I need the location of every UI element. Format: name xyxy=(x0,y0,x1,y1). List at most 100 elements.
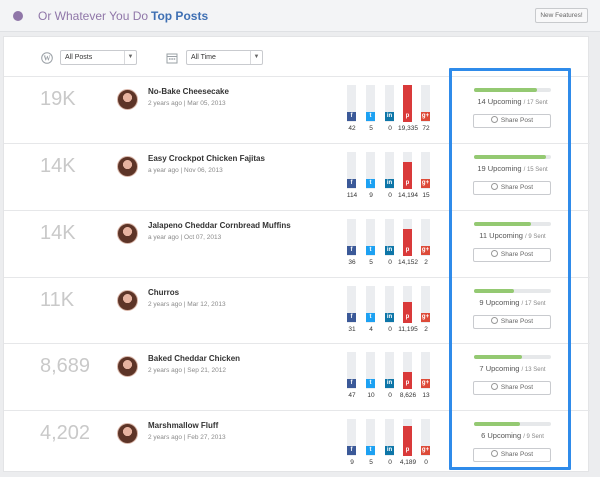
post-title[interactable]: Jalapeno Cheddar Cornbread Muffins xyxy=(148,221,291,230)
linkedin-share-count: 0 xyxy=(388,459,392,466)
top-bar: Or Whatever You Do Top Posts New Feature… xyxy=(0,0,600,32)
time-range-select-value: All Time xyxy=(191,54,216,61)
googleplus-share-bar-track xyxy=(421,219,430,256)
total-shares-count: 8,689 xyxy=(40,355,91,377)
top-posts-panel: W All Posts ▼ All Time ▼ 19K No-Bake Chee… xyxy=(3,36,590,472)
pinterest-icon: p xyxy=(403,446,412,455)
upcoming-label: Upcoming xyxy=(487,97,522,106)
googleplus-share-bar-track xyxy=(421,152,430,189)
share-post-button[interactable]: Share Post xyxy=(473,181,551,195)
pinterest-share-count: 4,189 xyxy=(399,459,417,466)
linkedin-share-count: 0 xyxy=(388,259,392,266)
twitter-icon: t xyxy=(366,246,375,255)
sent-count: / 15 Sent xyxy=(523,167,548,173)
share-post-button[interactable]: Share Post xyxy=(473,114,551,128)
post-title[interactable]: Churros xyxy=(148,288,180,297)
pinterest-share-bar xyxy=(403,426,412,456)
post-type-select[interactable]: All Posts ▼ xyxy=(60,50,137,65)
pinterest-icon: p xyxy=(403,179,412,188)
time-range-select[interactable]: All Time ▼ xyxy=(186,50,263,65)
share-post-button[interactable]: Share Post xyxy=(473,248,551,262)
total-shares-count: 14K xyxy=(40,155,76,177)
linkedin-share-bar-track xyxy=(385,152,394,189)
twitter-share-count: 4 xyxy=(369,326,373,333)
twitter-icon: t xyxy=(366,313,375,322)
author-avatar xyxy=(117,223,138,244)
facebook-share-bar-track xyxy=(347,85,356,122)
post-row[interactable]: 14K Jalapeno Cheddar Cornbread Muffins a y… xyxy=(4,210,590,277)
linkedin-share-count: 0 xyxy=(388,192,392,199)
share-post-button[interactable]: Share Post xyxy=(473,315,551,329)
twitter-share-count: 5 xyxy=(369,459,373,466)
twitter-share-bar-track xyxy=(366,419,375,456)
linkedin-share-bar-track xyxy=(385,286,394,323)
linkedin-share-bar-track xyxy=(385,419,394,456)
post-row[interactable]: 4,202 Marshmallow Fluff 2 years ago | Feb … xyxy=(4,410,590,477)
sent-count: / 9 Sent xyxy=(525,234,546,240)
post-row[interactable]: 14K Easy Crockpot Chicken Fajitas a year a… xyxy=(4,143,590,210)
upcoming-count: 6 xyxy=(481,431,486,440)
total-shares-count: 14K xyxy=(40,222,76,244)
pinterest-share-bar xyxy=(403,85,412,122)
schedule-progress-bar xyxy=(474,88,551,92)
twitter-share-bar-track xyxy=(366,152,375,189)
new-features-button[interactable]: New Features! xyxy=(535,8,588,23)
googleplus-share-bar-track xyxy=(421,286,430,323)
author-avatar xyxy=(117,356,138,377)
upcoming-count: 19 xyxy=(477,164,486,173)
share-icon xyxy=(490,250,498,257)
schedule-progress-fill xyxy=(474,88,537,92)
upcoming-status: 11 Upcoming / 9 Sent xyxy=(474,231,551,240)
facebook-icon: f xyxy=(347,379,356,388)
post-title[interactable]: Marshmallow Fluff xyxy=(148,421,219,430)
post-row[interactable]: 19K No-Bake Cheesecake 2 years ago | Mar 0… xyxy=(4,76,590,143)
share-post-button[interactable]: Share Post xyxy=(473,448,551,462)
share-icon xyxy=(490,116,498,123)
pinterest-icon: p xyxy=(403,246,412,255)
upcoming-count: 14 xyxy=(477,97,486,106)
linkedin-icon: in xyxy=(385,379,394,388)
total-shares-count: 4,202 xyxy=(40,422,91,444)
schedule-progress-bar xyxy=(474,422,551,426)
twitter-share-count: 5 xyxy=(369,259,373,266)
post-title[interactable]: Easy Crockpot Chicken Fajitas xyxy=(148,154,265,163)
share-post-label: Share Post xyxy=(500,251,534,258)
googleplus-share-bar-track xyxy=(421,352,430,389)
author-avatar xyxy=(117,423,138,444)
facebook-share-count: 42 xyxy=(348,125,356,132)
linkedin-share-count: 0 xyxy=(388,326,392,333)
schedule-progress-fill xyxy=(474,422,520,426)
upcoming-count: 9 xyxy=(479,298,484,307)
linkedin-share-bar-track xyxy=(385,219,394,256)
facebook-share-count: 47 xyxy=(348,392,356,399)
pinterest-share-bar xyxy=(403,162,412,189)
post-row[interactable]: 8,689 Baked Cheddar Chicken 2 years ago | … xyxy=(4,343,590,410)
googleplus-share-count: 2 xyxy=(424,259,428,266)
pinterest-share-count: 19,335 xyxy=(398,125,418,132)
facebook-icon: f xyxy=(347,246,356,255)
sent-count: / 9 Sent xyxy=(523,434,544,440)
post-title[interactable]: Baked Cheddar Chicken xyxy=(148,354,241,363)
facebook-share-bar-track xyxy=(347,286,356,323)
pinterest-icon: p xyxy=(403,379,412,388)
linkedin-share-bar-track xyxy=(385,352,394,389)
post-row[interactable]: 11K Churros 2 years ago | Mar 12, 2013 f 31 t… xyxy=(4,277,590,344)
schedule-progress-fill xyxy=(474,222,531,226)
sent-count: / 17 Sent xyxy=(523,100,548,106)
post-title[interactable]: No-Bake Cheesecake xyxy=(148,87,229,96)
post-date: 2 years ago | Feb 27, 2013 xyxy=(148,434,226,441)
facebook-icon: f xyxy=(347,446,356,455)
share-icon xyxy=(490,183,498,190)
facebook-share-bar-track xyxy=(347,352,356,389)
twitter-icon: t xyxy=(366,112,375,121)
twitter-share-bar-track xyxy=(366,352,375,389)
app-title: Or Whatever You Do xyxy=(38,9,149,23)
author-avatar xyxy=(117,290,138,311)
pinterest-share-count: 11,195 xyxy=(398,326,418,333)
post-date: 2 years ago | Mar 05, 2013 xyxy=(148,100,226,107)
pinterest-share-bar-track xyxy=(403,352,412,389)
upcoming-label: Upcoming xyxy=(489,231,523,240)
google-plus-icon: g+ xyxy=(421,112,430,121)
pinterest-icon: p xyxy=(403,313,412,322)
share-post-button[interactable]: Share Post xyxy=(473,381,551,395)
